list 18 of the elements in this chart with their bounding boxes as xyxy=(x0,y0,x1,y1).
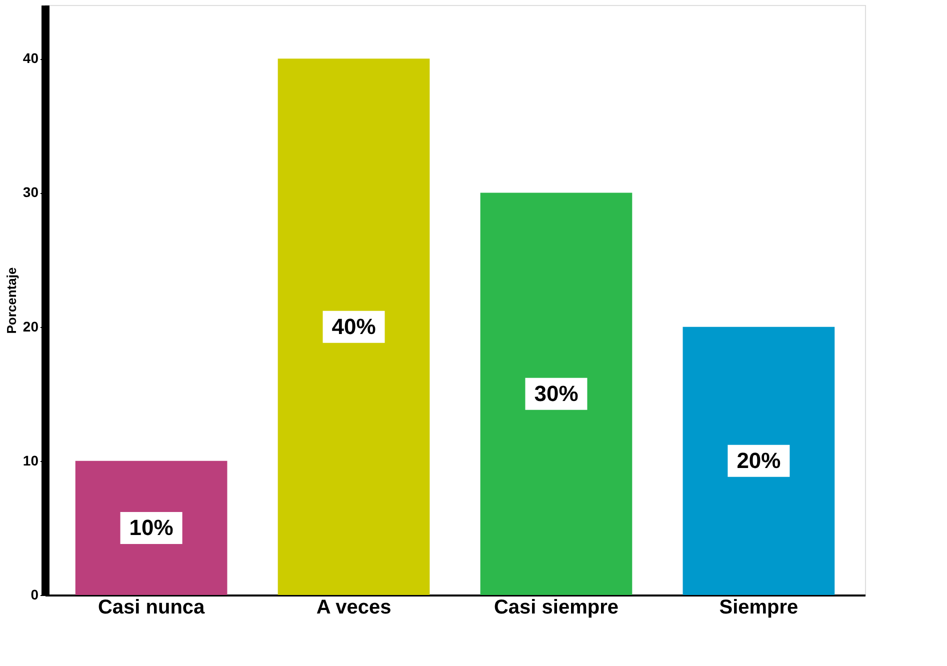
bar xyxy=(75,460,228,595)
x-tick-label: Siempre xyxy=(719,596,798,618)
y-tick-label: 40 xyxy=(22,50,39,66)
y-tick-label: 30 xyxy=(22,184,39,200)
bar xyxy=(278,58,430,595)
x-tick-label: Casi siempre xyxy=(494,596,618,618)
bar xyxy=(682,326,835,595)
data-label: 10% xyxy=(129,514,174,540)
y-axis-title: Porcentaje xyxy=(4,267,19,334)
x-tick-label: Casi nunca xyxy=(98,596,206,618)
x-tick-label: A veces xyxy=(316,596,392,618)
y-tick-label: 0 xyxy=(30,586,39,602)
y-tick-label: 10 xyxy=(22,452,39,468)
y-tick-label: 20 xyxy=(22,318,39,334)
data-label: 30% xyxy=(534,380,578,406)
bar xyxy=(480,192,632,595)
data-label: 20% xyxy=(736,448,781,473)
data-label: 40% xyxy=(332,314,376,339)
